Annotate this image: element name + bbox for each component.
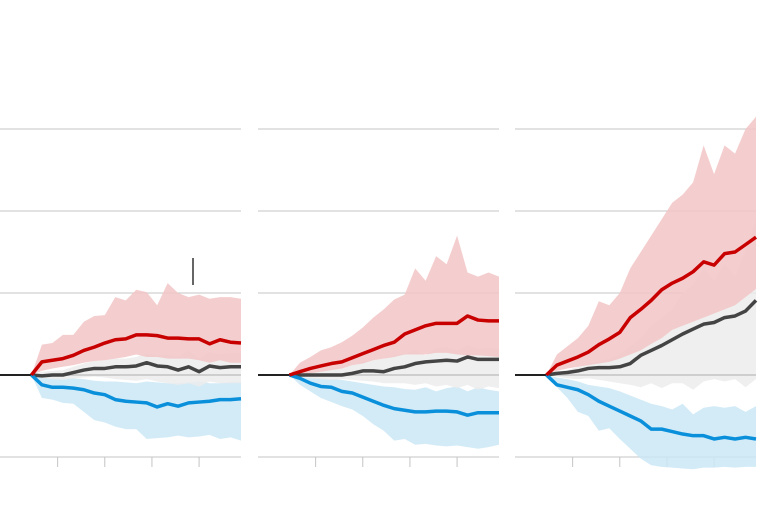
- series-line: [546, 299, 758, 377]
- series-line: [288, 373, 499, 417]
- series-line: [30, 333, 242, 377]
- panel: [515, 116, 758, 470]
- series-line: [31, 360, 241, 378]
- series-line: [545, 235, 758, 377]
- panels: [0, 116, 758, 470]
- series-line: [288, 314, 499, 377]
- series-line: [289, 355, 499, 377]
- series-line: [30, 373, 242, 409]
- band: [546, 219, 756, 390]
- series-line: [545, 373, 757, 441]
- band: [31, 375, 241, 441]
- bands: [31, 283, 241, 441]
- lines: [288, 314, 499, 417]
- panel: [258, 128, 499, 467]
- grid: [0, 128, 241, 467]
- band: [289, 235, 499, 375]
- lines: [30, 333, 242, 409]
- band: [546, 116, 756, 375]
- bands: [546, 116, 756, 470]
- lines: [545, 235, 758, 441]
- panel: [0, 128, 242, 467]
- bands: [289, 235, 499, 449]
- band: [546, 375, 756, 470]
- band: [289, 375, 499, 449]
- band: [31, 350, 241, 387]
